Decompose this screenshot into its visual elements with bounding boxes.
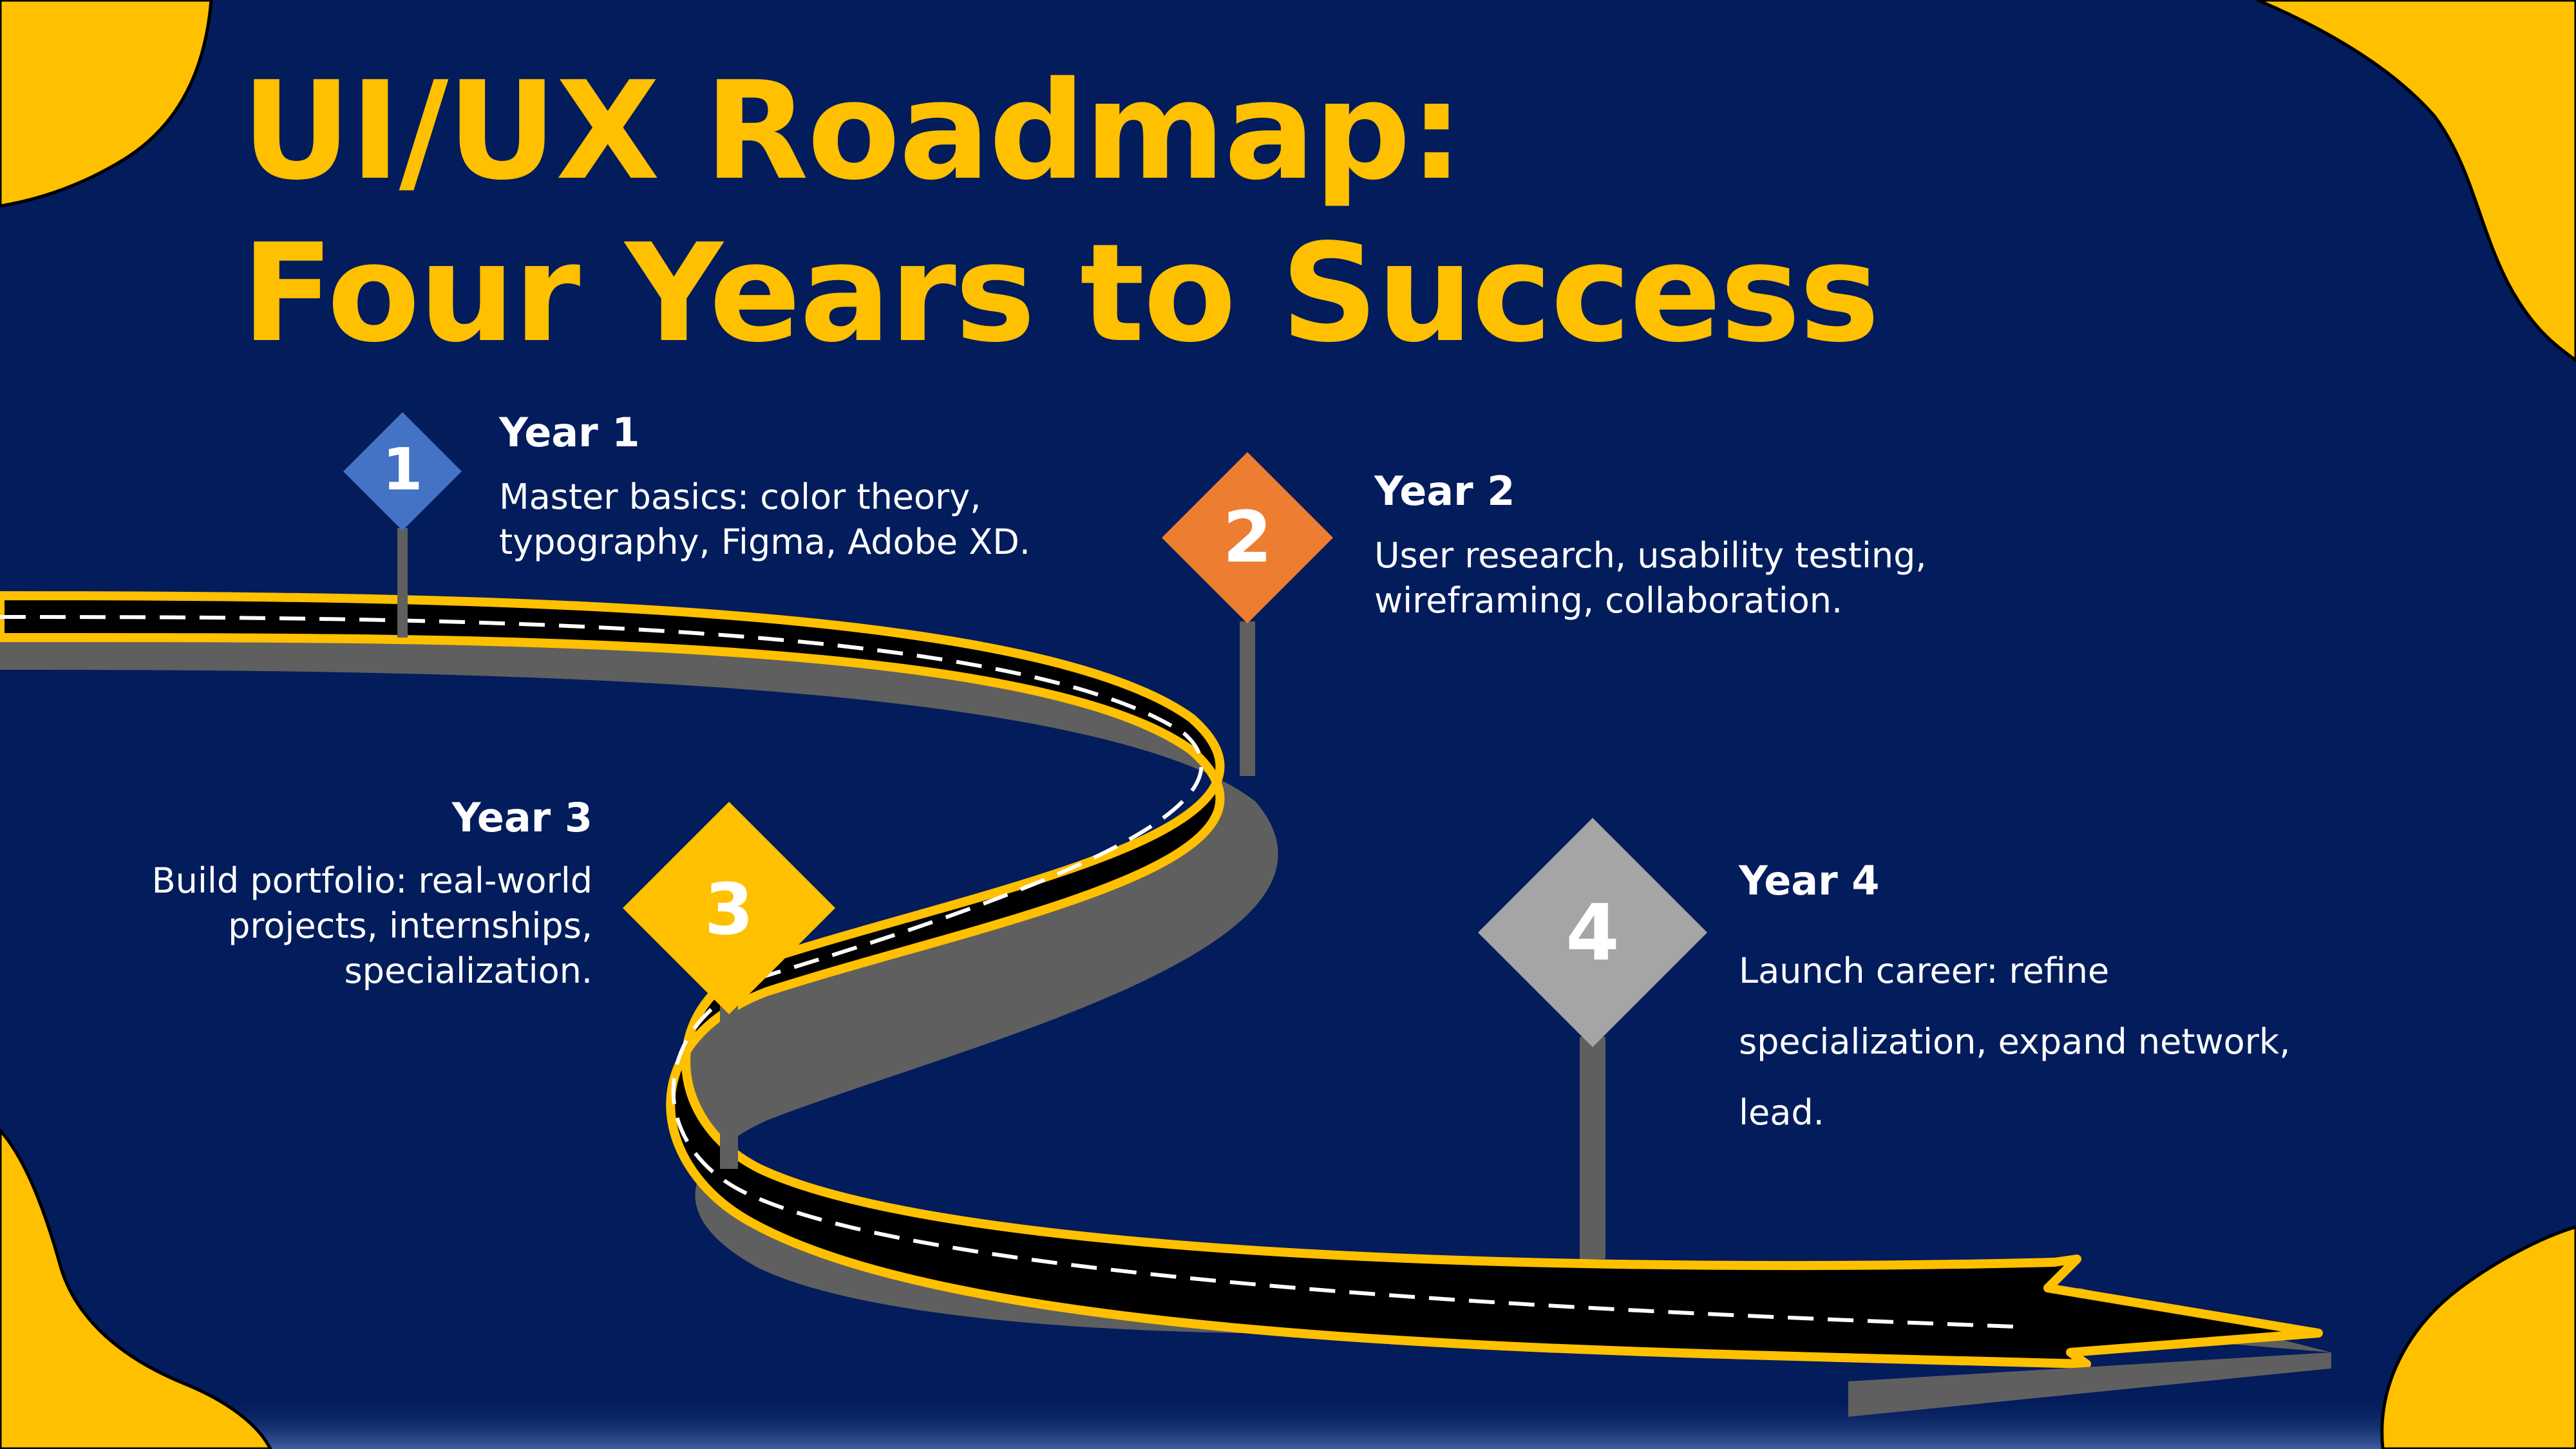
sign-2-diamond xyxy=(1162,452,1333,623)
sign-3-number: 3 xyxy=(705,868,754,951)
sign-1-diamond xyxy=(343,412,462,531)
year-4-description: Launch career: refine specialization, ex… xyxy=(1739,951,2291,1133)
year-2-title: Year 2 xyxy=(1374,468,1515,515)
arrow-base xyxy=(1848,1352,2331,1417)
road xyxy=(0,591,2331,1417)
title-line-1: UI/UX Roadmap: xyxy=(242,52,1464,210)
year-2-description: User research, usability testing, wirefr… xyxy=(1374,535,1927,621)
sign-4: 4 xyxy=(1478,818,1707,1047)
page-title: UI/UX Roadmap: Four Years to Success xyxy=(242,50,1880,375)
year-3-title: Year 3 xyxy=(451,794,592,841)
sign-2-number: 2 xyxy=(1223,496,1273,578)
pole-3 xyxy=(720,995,738,1169)
pole-2 xyxy=(1240,621,1255,776)
sign-1-number: 1 xyxy=(383,436,423,504)
title-line-2: Four Years to Success xyxy=(242,214,1880,372)
bottom-left-blob xyxy=(0,1128,272,1449)
road-center-line xyxy=(0,615,2016,1329)
sign-2: 2 xyxy=(1162,452,1333,623)
top-right-blob xyxy=(2257,0,2576,363)
bottom-glow xyxy=(0,1397,2576,1449)
year-3-description: Build portfolio: real-world projects, in… xyxy=(151,860,592,991)
pole-1 xyxy=(397,528,408,638)
sign-1: 1 xyxy=(343,412,462,531)
sign-3: 3 xyxy=(623,802,835,1014)
pole-4 xyxy=(1580,1037,1605,1259)
sign-3-diamond xyxy=(623,802,835,1014)
bottom-right-blob xyxy=(2380,1225,2576,1449)
road-surface xyxy=(0,591,2323,1368)
year-4-title: Year 4 xyxy=(1739,857,1880,904)
sign-4-number: 4 xyxy=(1566,889,1620,978)
top-left-blob xyxy=(0,0,213,208)
sign-4-diamond xyxy=(1478,818,1707,1047)
year-1-description: Master basics: color theory, typography,… xyxy=(499,477,1030,562)
year-1-title: Year 1 xyxy=(499,409,640,456)
